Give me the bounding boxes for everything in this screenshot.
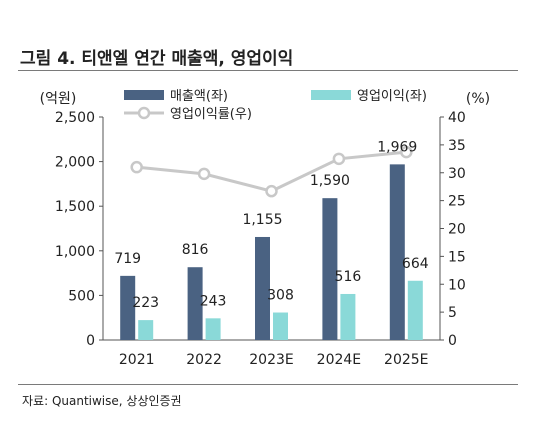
revenue-data-label: 719 xyxy=(114,251,141,267)
y-left-unit-label: (억원) xyxy=(40,91,77,107)
title-divider xyxy=(18,70,518,71)
y-right-tick-label: 5 xyxy=(448,305,457,321)
y-right-tick-label: 20 xyxy=(448,222,466,238)
y-right-tick-label: 40 xyxy=(448,110,466,126)
y-right-tick-label: 10 xyxy=(448,277,466,293)
operating-margin-point xyxy=(130,160,143,174)
revenue-data-label: 1,155 xyxy=(242,212,282,228)
legend-label-operating-profit: 영업이익(좌) xyxy=(357,89,427,104)
operating-margin-point xyxy=(197,167,211,181)
operating-profit-bar xyxy=(138,320,154,340)
y-right-tick-label: 35 xyxy=(448,138,466,154)
y-right-tick-label: 25 xyxy=(448,194,466,210)
operating-profit-bar xyxy=(273,312,288,340)
operating-profit-data-label: 223 xyxy=(132,295,159,311)
legend-label-operating-margin: 영업이익률(우) xyxy=(170,107,252,122)
x-tick-label: 2024E xyxy=(317,352,361,368)
x-tick-label: 2022 xyxy=(186,352,222,368)
operating-margin-point xyxy=(265,184,278,198)
y-right-tick-label: 0 xyxy=(448,333,457,349)
revenue-bar xyxy=(389,164,405,340)
operating-profit-bar xyxy=(407,280,423,340)
y-left-tick-label: 1,000 xyxy=(55,244,95,260)
y-right-tick-label: 15 xyxy=(448,249,466,265)
legend-swatch-revenue xyxy=(124,90,164,100)
operating-profit-bar xyxy=(340,293,356,340)
operating-margin-point xyxy=(400,145,413,159)
operating-profit-data-label: 308 xyxy=(267,288,294,304)
y-right-tick-label: 30 xyxy=(448,166,466,182)
revenue-data-label: 816 xyxy=(182,242,209,258)
operating-profit-data-label: 516 xyxy=(335,269,362,285)
x-tick-label: 2021 xyxy=(119,352,155,368)
chart-title: 그림 4. 티앤엘 연간 매출액, 영업이익 xyxy=(20,49,294,69)
legend-swatch-operating-profit xyxy=(311,90,351,100)
y-left-tick-label: 500 xyxy=(68,288,95,304)
revenue-bar xyxy=(120,275,136,340)
x-tick-label: 2023E xyxy=(249,352,293,368)
y-left-tick-label: 0 xyxy=(86,333,95,349)
y-left-tick-label: 2,500 xyxy=(55,110,95,126)
revenue-data-label: 1,590 xyxy=(310,173,350,189)
footer-divider xyxy=(18,384,518,385)
revenue-data-label: 1,969 xyxy=(377,139,417,155)
y-right-unit-label: (%) xyxy=(466,91,490,107)
x-tick-label: 2025E xyxy=(384,352,428,368)
operating-profit-bar xyxy=(205,318,221,340)
operating-profit-data-label: 243 xyxy=(200,293,227,309)
operating-margin-point xyxy=(332,152,346,166)
revenue-bar xyxy=(255,236,270,340)
legend-label-revenue: 매출액(좌) xyxy=(170,89,228,104)
source-note: 자료: Quantiwise, 상상인증권 xyxy=(22,394,182,408)
operating-profit-data-label: 664 xyxy=(402,256,429,272)
revenue-bar xyxy=(322,198,338,340)
legend-marker-operating-margin xyxy=(137,106,151,120)
revenue-bar xyxy=(187,267,203,340)
y-left-tick-label: 2,000 xyxy=(55,155,95,171)
y-left-tick-label: 1,500 xyxy=(55,199,95,215)
